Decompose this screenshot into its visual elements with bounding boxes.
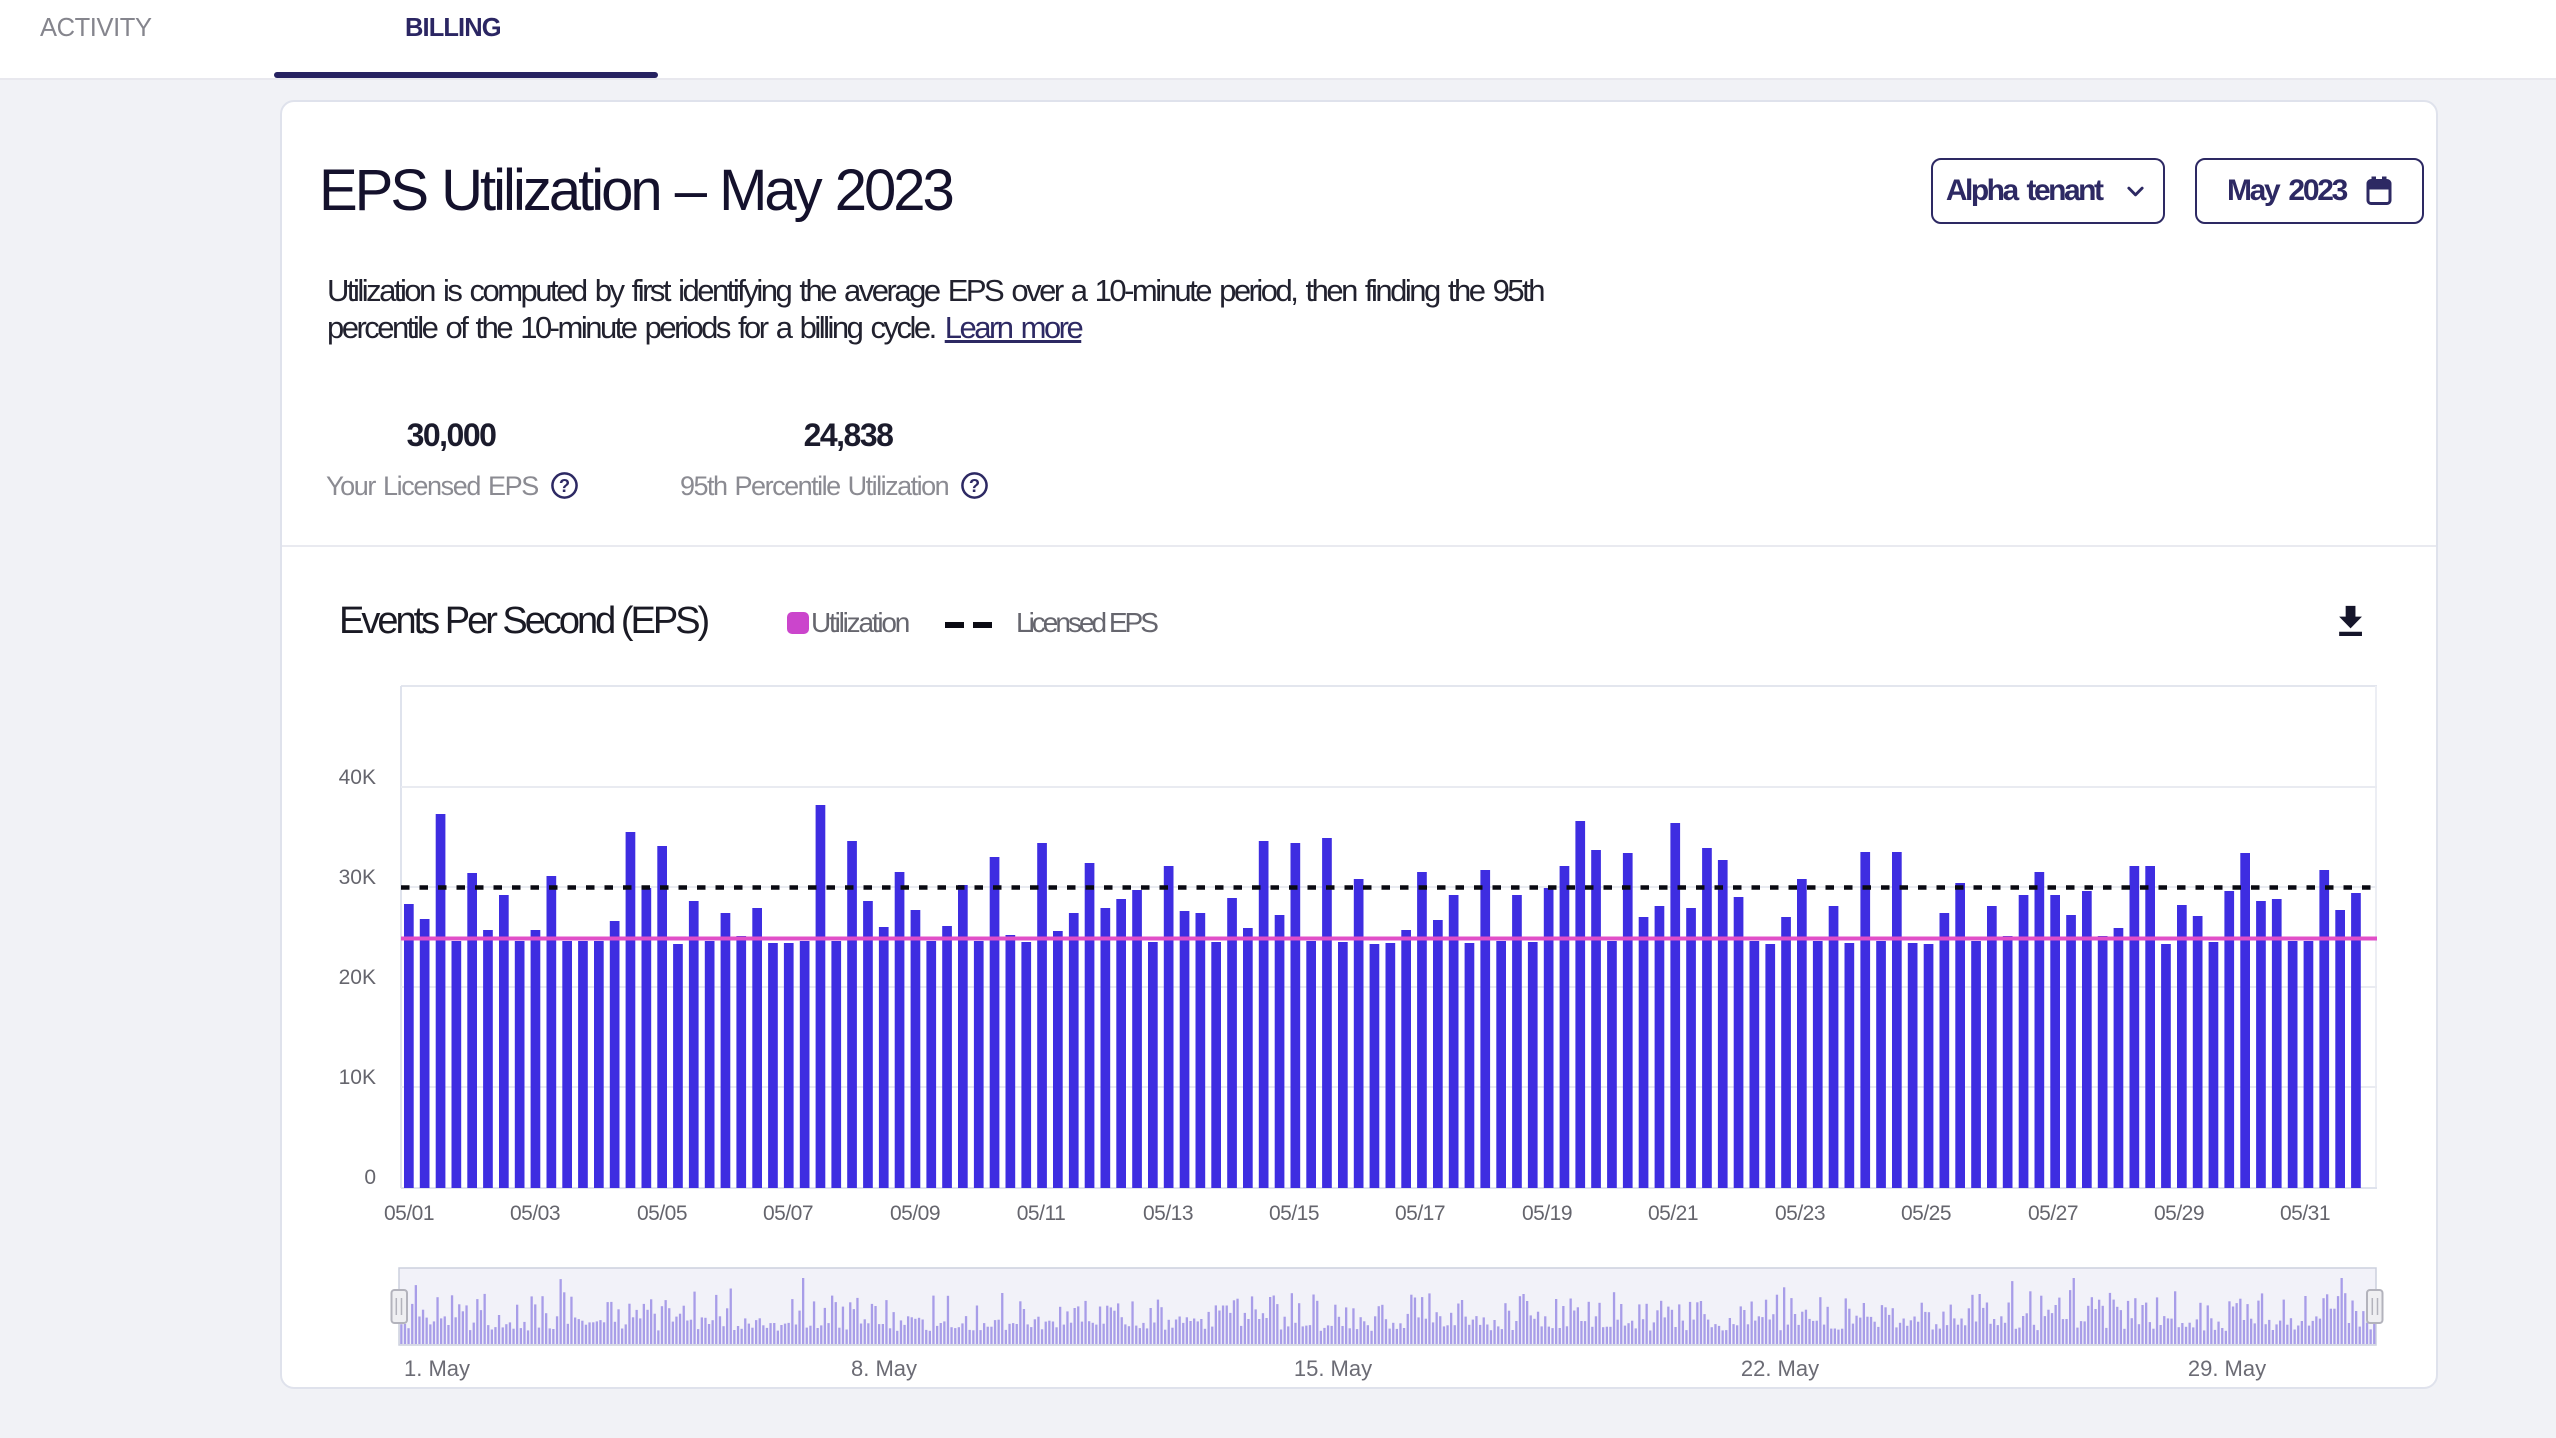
- svg-text:05/03: 05/03: [510, 1202, 560, 1225]
- svg-text:0: 0: [364, 1166, 376, 1189]
- svg-text:29. May: 29. May: [2188, 1356, 2266, 1381]
- svg-text:05/17: 05/17: [1395, 1202, 1445, 1225]
- svg-text:10K: 10K: [339, 1066, 376, 1089]
- svg-text:05/09: 05/09: [890, 1202, 940, 1225]
- svg-text:05/21: 05/21: [1648, 1202, 1698, 1225]
- svg-text:20K: 20K: [339, 966, 376, 989]
- svg-text:1. May: 1. May: [404, 1356, 470, 1381]
- svg-text:05/23: 05/23: [1775, 1202, 1825, 1225]
- svg-text:05/25: 05/25: [1901, 1202, 1951, 1225]
- svg-text:05/15: 05/15: [1269, 1202, 1319, 1225]
- svg-text:8. May: 8. May: [851, 1356, 917, 1381]
- svg-text:22. May: 22. May: [1741, 1356, 1819, 1381]
- svg-text:05/01: 05/01: [384, 1202, 434, 1225]
- svg-text:05/11: 05/11: [1017, 1202, 1066, 1225]
- svg-text:05/19: 05/19: [1522, 1202, 1572, 1225]
- svg-text:30K: 30K: [339, 866, 376, 889]
- svg-text:40K: 40K: [339, 766, 376, 789]
- svg-text:?: ?: [559, 475, 570, 496]
- svg-text:05/05: 05/05: [637, 1202, 687, 1225]
- svg-text:05/29: 05/29: [2154, 1202, 2204, 1225]
- svg-text:?: ?: [969, 475, 980, 496]
- svg-text:05/31: 05/31: [2280, 1202, 2330, 1225]
- svg-text:05/27: 05/27: [2028, 1202, 2078, 1225]
- svg-text:05/07: 05/07: [763, 1202, 813, 1225]
- svg-text:05/13: 05/13: [1143, 1202, 1193, 1225]
- svg-text:15. May: 15. May: [1294, 1356, 1372, 1381]
